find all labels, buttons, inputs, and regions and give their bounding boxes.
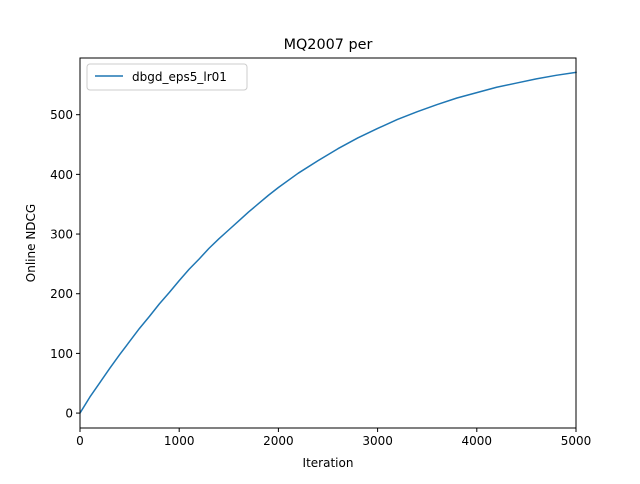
plot-area	[78, 71, 577, 415]
y-tick-label: 500	[50, 108, 73, 122]
series-line	[78, 71, 577, 415]
legend-box	[86, 63, 248, 91]
x-axis-label: Iteration	[303, 456, 354, 470]
y-axis: 0 100 200 300 400 500	[50, 108, 80, 421]
y-tick-label: 0	[65, 407, 73, 421]
x-tick-label: 4000	[462, 434, 493, 448]
y-tick-label: 300	[50, 228, 73, 242]
legend-entry-label: dbgd_eps5_lr01	[132, 70, 227, 84]
chart-title: MQ2007 per	[284, 37, 373, 53]
plot-frame	[79, 57, 577, 429]
y-axis-label: Online NDCG	[24, 204, 38, 282]
x-tick-label: 2000	[263, 434, 294, 448]
y-tick-label: 400	[50, 168, 73, 182]
y-tick-label: 100	[50, 347, 73, 361]
y-tick-label: 200	[50, 287, 73, 301]
x-tick-label: 0	[76, 434, 84, 448]
legend: dbgd_eps5_lr01	[86, 63, 248, 91]
x-tick-label: 5000	[561, 434, 592, 448]
x-tick-label: 1000	[164, 434, 195, 448]
x-tick-label: 3000	[362, 434, 393, 448]
x-axis: 0 1000 2000 3000 4000 5000	[76, 428, 591, 448]
